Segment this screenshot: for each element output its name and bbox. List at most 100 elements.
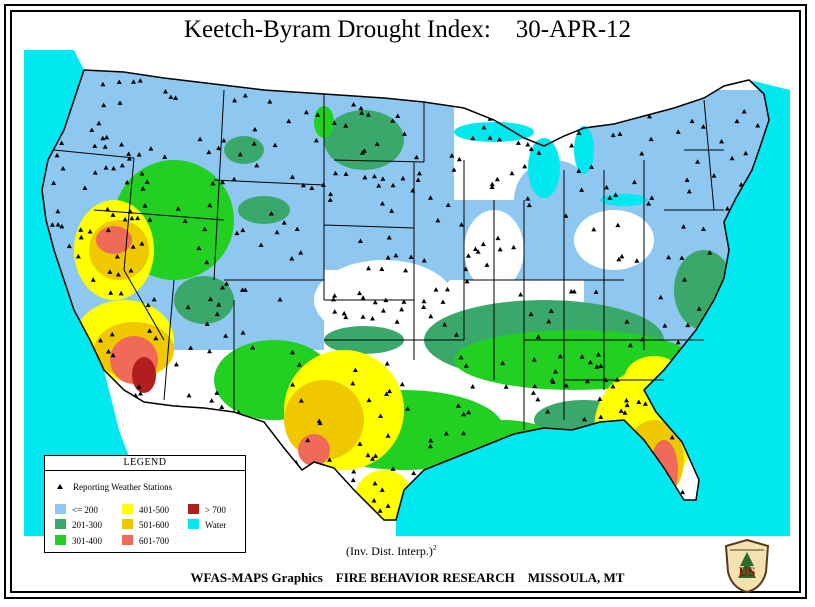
- station-marker: [371, 498, 377, 503]
- station-marker: [296, 362, 302, 367]
- station-marker: [111, 165, 117, 171]
- legend-label: 401-500: [139, 505, 169, 515]
- station-marker: [421, 298, 427, 304]
- station-marker: [316, 418, 322, 424]
- station-marker: [135, 215, 141, 221]
- station-marker: [267, 99, 273, 104]
- station-marker: [303, 109, 309, 115]
- station-marker: [126, 156, 132, 161]
- station-marker: [357, 238, 363, 243]
- station-marker: [617, 131, 623, 137]
- interpolation-text: (Inv. Dist. Interp.): [346, 544, 433, 558]
- station-marker: [598, 414, 604, 420]
- station-marker: [689, 118, 695, 124]
- station-marker: [289, 349, 295, 355]
- legend-stations: Reporting Weather Stations: [57, 482, 172, 492]
- station-marker: [384, 391, 390, 397]
- station-marker: [472, 246, 478, 251]
- station-marker: [127, 209, 133, 214]
- station-marker: [642, 401, 648, 406]
- station-marker: [122, 216, 128, 222]
- station-marker: [724, 206, 730, 211]
- station-marker: [444, 286, 450, 292]
- legend-item-7: Water: [188, 519, 226, 531]
- station-marker: [410, 188, 416, 193]
- station-marker: [82, 185, 88, 190]
- station-marker: [487, 116, 493, 121]
- station-marker: [119, 142, 125, 147]
- station-marker: [563, 383, 569, 388]
- station-marker: [682, 277, 688, 282]
- station-marker: [369, 315, 375, 321]
- station-marker: [440, 299, 446, 304]
- station-marker: [380, 308, 386, 313]
- station-marker: [379, 487, 385, 492]
- station-marker: [453, 332, 459, 337]
- station-marker: [695, 159, 701, 164]
- station-marker: [384, 361, 390, 366]
- station-marker: [116, 79, 122, 84]
- station-marker: [648, 136, 654, 142]
- station-marker: [481, 124, 487, 130]
- station-marker: [224, 281, 230, 286]
- station-marker: [427, 443, 433, 449]
- station-marker: [360, 314, 366, 319]
- station-marker: [252, 126, 258, 132]
- station-marker: [144, 179, 150, 184]
- station-marker: [433, 287, 439, 292]
- station-marker: [614, 377, 620, 382]
- legend-item-2: 301-400: [55, 535, 102, 547]
- station-marker: [530, 390, 536, 395]
- station-marker: [684, 177, 690, 183]
- station-marker: [139, 171, 145, 176]
- station-marker: [96, 120, 102, 126]
- station-marker: [393, 252, 399, 258]
- station-marker: [268, 210, 274, 216]
- station-marker: [75, 253, 81, 259]
- station-marker: [185, 304, 191, 310]
- legend-swatch: [188, 504, 199, 514]
- station-marker: [463, 363, 469, 368]
- station-marker: [403, 267, 409, 273]
- station-marker: [421, 257, 427, 263]
- station-marker: [130, 244, 136, 249]
- station-marker: [137, 78, 143, 83]
- station-marker: [202, 226, 208, 232]
- station-marker: [525, 142, 531, 147]
- station-marker: [636, 399, 642, 404]
- station-marker: [196, 245, 202, 251]
- station-marker: [755, 122, 761, 128]
- station-marker: [546, 318, 552, 324]
- station-marker: [465, 253, 471, 258]
- station-marker: [449, 153, 455, 158]
- station-marker: [313, 137, 319, 143]
- lake-michigan: [528, 138, 560, 198]
- interpolation-note: (Inv. Dist. Interp.)2: [346, 544, 436, 559]
- station-marker: [604, 184, 610, 190]
- station-marker: [59, 223, 65, 229]
- station-marker: [400, 175, 406, 181]
- station-marker: [416, 170, 422, 176]
- station-marker: [480, 241, 486, 247]
- station-marker: [579, 354, 585, 359]
- station-marker: [124, 179, 130, 185]
- station-marker: [366, 397, 372, 403]
- station-marker: [515, 140, 521, 145]
- station-marker: [675, 129, 681, 134]
- station-marker: [615, 222, 621, 228]
- station-marker: [408, 254, 414, 259]
- station-marker: [500, 360, 506, 366]
- station-marker: [576, 168, 582, 173]
- station-marker: [595, 351, 601, 357]
- lake-erie: [600, 194, 648, 206]
- station-marker: [197, 136, 203, 142]
- station-marker: [204, 259, 210, 265]
- legend-label: 501-600: [139, 520, 169, 530]
- station-marker: [128, 267, 134, 273]
- station-marker: [503, 384, 509, 389]
- station-marker: [662, 323, 668, 328]
- station-marker: [250, 345, 256, 350]
- station-marker: [421, 304, 427, 309]
- station-marker: [350, 380, 356, 386]
- legend: LEGEND Reporting Weather Stations <= 200…: [44, 455, 246, 553]
